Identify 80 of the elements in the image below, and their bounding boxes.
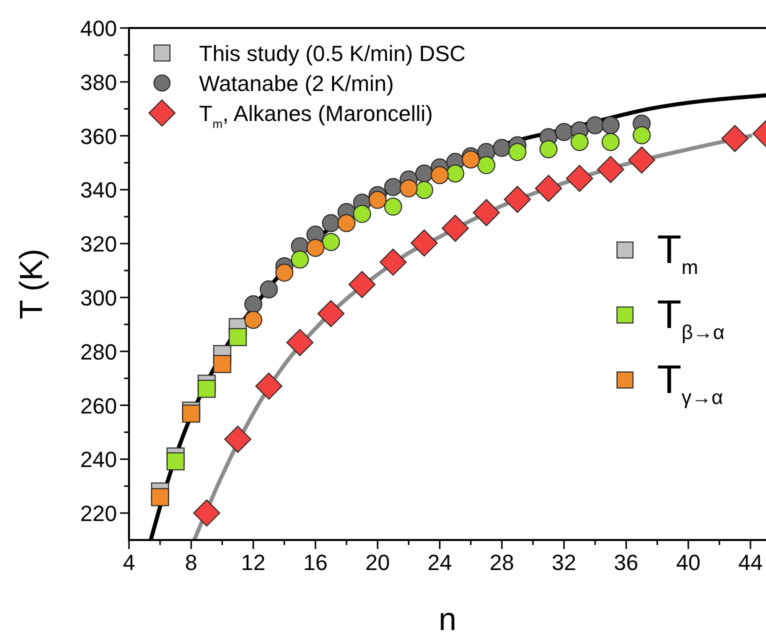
legend-label: Watanabe (2 K/min) [199,71,394,96]
point [275,264,294,282]
point [415,164,434,183]
point [539,140,558,158]
point [477,156,496,174]
point [442,214,469,242]
point [224,426,252,453]
point [182,404,200,423]
point [534,174,562,202]
point [384,178,402,196]
point [198,380,216,398]
point [368,190,387,209]
point [632,126,651,144]
point [322,232,340,251]
point [430,166,449,184]
point [508,142,526,161]
point [213,355,232,374]
x-tick-label: 8 [185,550,198,575]
x-tick-label: 28 [490,550,514,575]
legend-label: T$_{β→α}$ [657,293,725,344]
x-tick-label: 12 [241,550,266,575]
point [410,229,438,257]
point [415,180,434,199]
point [597,156,624,184]
annotation: T$_{m}$ [657,228,698,279]
point [228,328,247,346]
y-tick-label: 220 [80,501,117,526]
point [306,238,324,257]
legend-label: T$_{γ→α}$ [657,358,723,409]
point [586,116,604,134]
y-tick-label: 280 [80,339,117,364]
point [721,124,748,152]
legend-label: This study (0.5 K/min) DSC [199,41,466,66]
y-axis-title: T (K) [13,248,49,320]
point [353,204,372,223]
point [151,488,170,506]
point [244,310,262,329]
point [193,500,220,527]
point [244,295,262,314]
x-tick-label: 24 [427,550,452,575]
x-tick-label: 4 [122,550,136,575]
point [472,199,500,226]
y-tick-label: 240 [80,447,117,472]
x-tick-label: 16 [303,550,328,575]
point [400,179,418,198]
point [570,132,589,151]
x-tick-label: 32 [552,550,576,575]
y-tick-label: 380 [80,70,117,95]
point [322,214,340,232]
y-tick-label: 260 [80,393,117,418]
point [492,138,511,157]
point [255,372,282,400]
x-tick-label: 36 [614,550,638,575]
y-tick-label: 360 [80,124,117,149]
point [566,164,594,192]
x-axis-title: n [438,601,456,637]
y-tick-label: 320 [80,232,117,257]
point [462,150,480,169]
legend-label: T$_{m}$, Alkanes (Maroncelli) [199,101,433,131]
x-tick-label: 40 [676,550,701,575]
point [338,214,356,232]
point [286,328,314,356]
point [317,300,345,328]
point [504,186,531,213]
point [602,132,620,151]
point [628,146,656,174]
y-tick-label: 400 [80,16,117,41]
point [380,248,407,276]
point [446,164,464,183]
x-tick-label: 44 [738,550,763,575]
point [384,198,402,216]
point [555,123,574,142]
point [260,280,278,298]
point [166,452,185,470]
point [290,250,309,268]
point [348,270,376,298]
point [602,116,620,134]
x-tick-label: 20 [365,550,390,575]
y-tick-label: 300 [80,285,117,310]
y-tick-label: 340 [80,178,117,203]
